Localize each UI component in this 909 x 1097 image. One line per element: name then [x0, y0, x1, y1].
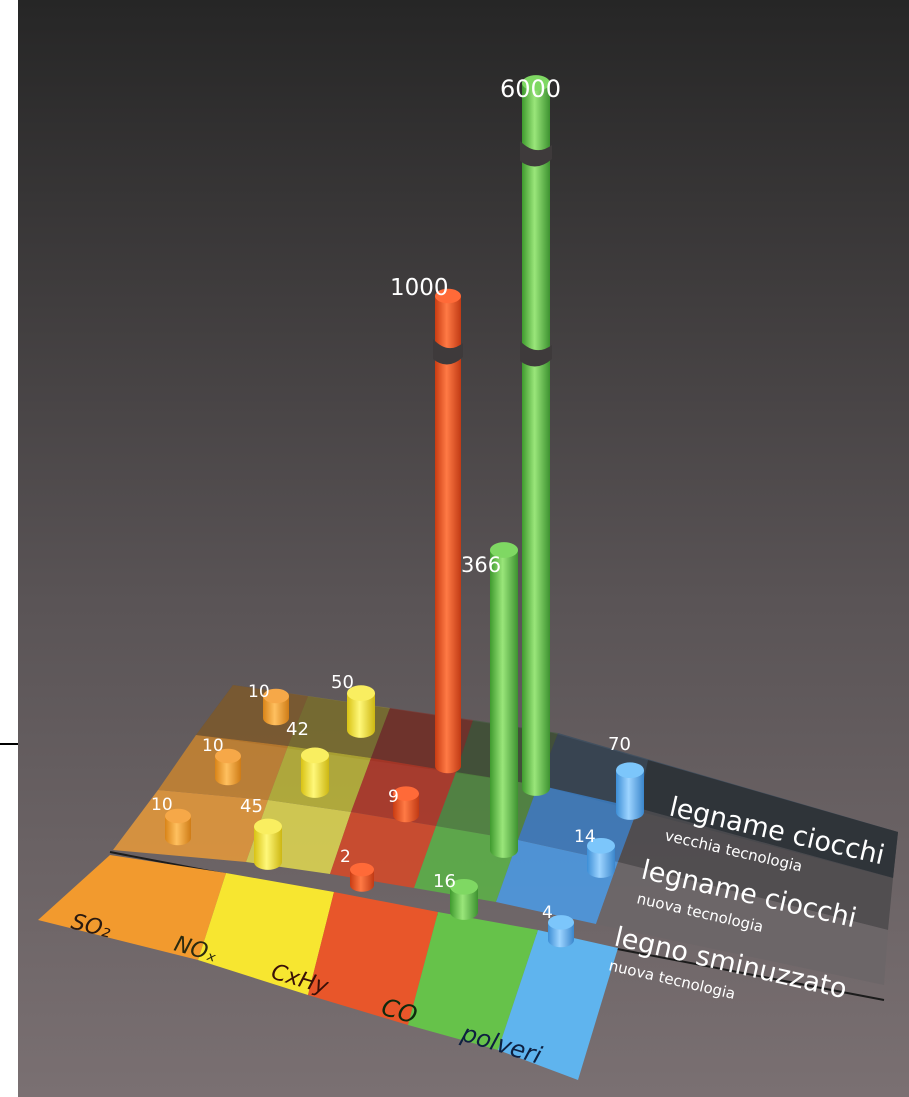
bar-cap — [616, 762, 644, 779]
bar-base — [301, 782, 329, 798]
bar-base — [435, 758, 461, 774]
bar-cap — [435, 288, 461, 304]
bar-base — [165, 830, 191, 846]
bar-cap — [522, 75, 550, 91]
bar-base — [548, 932, 574, 948]
category-cell-co — [408, 912, 538, 1050]
value-label-no-old: 50 — [331, 672, 354, 693]
bar-base — [254, 854, 282, 870]
axis-break — [520, 341, 552, 367]
value-label-so-chip: 10 — [151, 795, 173, 815]
bar-1-1 — [301, 747, 329, 798]
value-label-cxhy-old: 1000 — [390, 275, 449, 301]
bar-0-4 — [616, 762, 644, 820]
bar-2-3 — [450, 878, 478, 920]
bar-cap — [393, 786, 419, 801]
value-label-so-new: 10 — [202, 736, 224, 756]
bar-base — [450, 904, 478, 920]
bar-cap — [254, 818, 282, 835]
category-cell-nox — [198, 873, 334, 995]
bar-1-3 — [490, 542, 518, 858]
bar-base — [263, 710, 289, 726]
value-label-polveri-new: 14 — [574, 827, 596, 847]
bar-body — [435, 296, 461, 766]
back-row-label-plate — [638, 760, 898, 878]
bar-base — [393, 807, 419, 823]
bar-base — [350, 878, 374, 892]
bar-cap — [165, 808, 191, 824]
bar-base — [616, 804, 644, 820]
bar-1-0 — [215, 748, 241, 786]
bar-2-0 — [165, 808, 191, 846]
bar-cap — [347, 685, 375, 701]
bar-base — [587, 862, 615, 878]
category-cell-so2 — [38, 855, 226, 960]
bar-base — [215, 770, 241, 786]
mid-row-label-plate — [618, 808, 893, 930]
bar-body — [490, 550, 518, 850]
category-cell-polveri — [498, 930, 618, 1080]
value-label-so-old: 10 — [248, 682, 270, 702]
bar-cap — [490, 542, 518, 558]
value-label-no-chip: 45 — [240, 796, 263, 817]
front-row-label-plate — [596, 862, 888, 985]
chart-svg: SO₂ NOₓ CxHy CO polveri legname ciocchi … — [18, 0, 909, 1097]
bar-2-1 — [254, 818, 282, 870]
bar-0-3 — [520, 75, 552, 796]
axis-break — [433, 339, 463, 365]
bar-0-2 — [433, 288, 463, 774]
bar-0-1 — [347, 685, 375, 738]
bar-base — [490, 842, 518, 858]
value-label-cxhy-chip: 2 — [340, 847, 351, 867]
axis-break — [520, 141, 552, 167]
bar-cap — [301, 747, 329, 764]
bar-base — [522, 780, 550, 796]
value-label-co-chip: 16 — [433, 871, 456, 892]
value-label-co-new: 366 — [461, 553, 501, 577]
bar-1-4 — [587, 837, 615, 878]
bar-cap — [548, 915, 574, 930]
value-label-cxhy-new: 9 — [388, 787, 399, 807]
value-label-co-old: 6000 — [500, 75, 561, 103]
bar-0-0 — [263, 688, 289, 726]
bar-2-2 — [350, 862, 374, 892]
bar-cap — [215, 748, 241, 764]
chart-frame: SO₂ NOₓ CxHy CO polveri legname ciocchi … — [18, 0, 909, 1097]
bar-2-4 — [548, 915, 574, 948]
bar-cap — [263, 688, 289, 704]
value-label-polveri-chip: 4 — [542, 903, 553, 923]
bar-cap — [450, 878, 478, 895]
value-label-no-new: 42 — [286, 719, 309, 740]
bar-base — [347, 722, 375, 738]
bar-cap — [350, 862, 374, 877]
frame-edge-line — [0, 743, 30, 745]
value-label-polveri-old: 70 — [608, 734, 631, 755]
bar-cap — [587, 837, 615, 854]
bars-layer — [165, 75, 644, 948]
bar-1-2 — [393, 786, 419, 823]
category-cell-cxhy — [308, 892, 438, 1025]
bar-body — [522, 83, 550, 788]
